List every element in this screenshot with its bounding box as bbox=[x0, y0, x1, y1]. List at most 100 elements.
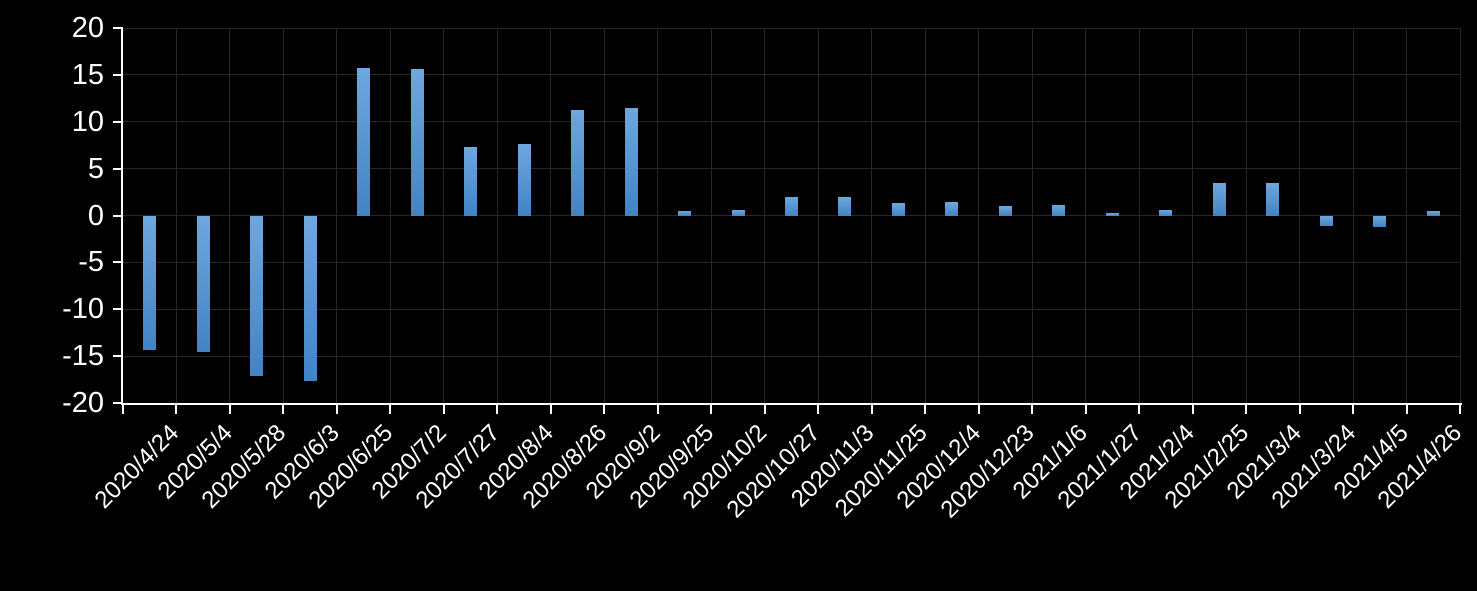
gridline-vertical bbox=[1459, 28, 1461, 403]
y-axis-tick bbox=[113, 261, 122, 264]
x-axis-tick bbox=[1245, 405, 1248, 414]
x-axis-tick bbox=[335, 405, 338, 414]
bar bbox=[1426, 210, 1440, 216]
bar bbox=[731, 209, 745, 216]
gridline-vertical bbox=[1031, 28, 1033, 403]
y-axis-tick bbox=[113, 355, 122, 358]
x-axis-tick bbox=[977, 405, 980, 414]
y-axis-tick bbox=[113, 308, 122, 311]
gridline-vertical bbox=[1192, 28, 1194, 403]
bar bbox=[838, 196, 852, 216]
bar bbox=[678, 210, 692, 216]
gridline-vertical bbox=[764, 28, 766, 403]
x-axis-tick bbox=[870, 405, 873, 414]
x-axis-tick bbox=[603, 405, 606, 414]
gridline-vertical bbox=[229, 28, 231, 403]
gridline-vertical bbox=[1352, 28, 1354, 403]
gridline-vertical bbox=[603, 28, 605, 403]
gridline-vertical bbox=[710, 28, 712, 403]
y-tick-label: 20 bbox=[71, 12, 104, 44]
bar bbox=[303, 215, 317, 382]
gridline-vertical bbox=[657, 28, 659, 403]
gridline-horizontal bbox=[123, 308, 1460, 310]
x-axis-tick bbox=[656, 405, 659, 414]
y-tick-label: -5 bbox=[78, 246, 104, 279]
y-axis-tick bbox=[113, 73, 122, 76]
x-axis-tick bbox=[228, 405, 231, 414]
bar bbox=[1319, 215, 1333, 226]
plot-area bbox=[123, 27, 1461, 403]
gridline-vertical bbox=[550, 28, 552, 403]
bar bbox=[1212, 182, 1226, 216]
x-axis-tick bbox=[924, 405, 927, 414]
x-axis-tick bbox=[389, 405, 392, 414]
bar bbox=[410, 69, 424, 216]
y-tick-label: -15 bbox=[62, 340, 104, 373]
gridline-horizontal bbox=[123, 121, 1460, 123]
gridline-vertical bbox=[1299, 28, 1301, 403]
bar bbox=[1105, 212, 1119, 216]
y-tick-label: -10 bbox=[62, 293, 104, 326]
bar bbox=[945, 202, 959, 216]
bar bbox=[357, 68, 371, 216]
gridline-vertical bbox=[389, 28, 391, 403]
gridline-vertical bbox=[978, 28, 980, 403]
y-axis-tick bbox=[113, 27, 122, 29]
bar bbox=[143, 215, 157, 350]
x-axis-tick bbox=[710, 405, 713, 414]
gridline-vertical bbox=[924, 28, 926, 403]
y-axis-tick bbox=[113, 120, 122, 123]
x-axis-tick bbox=[817, 405, 820, 414]
x-axis-tick bbox=[549, 405, 552, 414]
y-tick-label: 15 bbox=[71, 58, 104, 91]
bar bbox=[1266, 182, 1280, 216]
y-axis-tick bbox=[113, 167, 122, 170]
x-axis-tick bbox=[496, 405, 499, 414]
x-axis-tick bbox=[1459, 405, 1461, 414]
gridline-vertical bbox=[443, 28, 445, 403]
bar bbox=[624, 107, 638, 216]
x-axis-tick bbox=[1138, 405, 1141, 414]
gridline-vertical bbox=[175, 28, 177, 403]
y-tick-label: 0 bbox=[87, 199, 104, 232]
bar bbox=[250, 215, 264, 376]
gridline-horizontal bbox=[123, 355, 1460, 357]
x-axis-tick bbox=[1405, 405, 1408, 414]
y-tick-label: 5 bbox=[87, 152, 104, 185]
gridline-vertical bbox=[496, 28, 498, 403]
bar bbox=[891, 203, 905, 216]
gridline-vertical bbox=[1245, 28, 1247, 403]
x-axis-tick bbox=[1352, 405, 1355, 414]
y-axis-tick bbox=[113, 214, 122, 217]
gridline-vertical bbox=[1138, 28, 1140, 403]
x-axis-tick bbox=[1031, 405, 1034, 414]
gridline-vertical bbox=[871, 28, 873, 403]
gridline-vertical bbox=[282, 28, 284, 403]
bar bbox=[785, 196, 798, 216]
bar bbox=[1052, 205, 1066, 216]
y-tick-label: 10 bbox=[71, 105, 104, 138]
gridline-vertical bbox=[336, 28, 338, 403]
y-axis-tick bbox=[113, 402, 122, 404]
bar bbox=[196, 215, 210, 353]
gridline-horizontal bbox=[123, 261, 1460, 263]
gridline-horizontal bbox=[123, 27, 1460, 29]
x-axis-tick bbox=[763, 405, 766, 414]
x-axis-tick bbox=[1191, 405, 1194, 414]
bar bbox=[517, 144, 531, 216]
bar bbox=[1373, 215, 1387, 227]
bar bbox=[571, 109, 585, 216]
gridline-horizontal bbox=[123, 74, 1460, 76]
x-axis-tick bbox=[442, 405, 445, 414]
x-axis-tick bbox=[175, 405, 178, 414]
gridline-vertical bbox=[817, 28, 819, 403]
y-tick-label: -20 bbox=[62, 387, 104, 419]
bar bbox=[464, 147, 478, 216]
x-axis-tick bbox=[282, 405, 285, 414]
gridline-horizontal bbox=[123, 215, 1460, 216]
gridline-vertical bbox=[1406, 28, 1408, 403]
x-axis-line bbox=[121, 403, 1462, 405]
y-axis-line bbox=[121, 27, 123, 405]
x-axis-tick bbox=[122, 405, 124, 414]
